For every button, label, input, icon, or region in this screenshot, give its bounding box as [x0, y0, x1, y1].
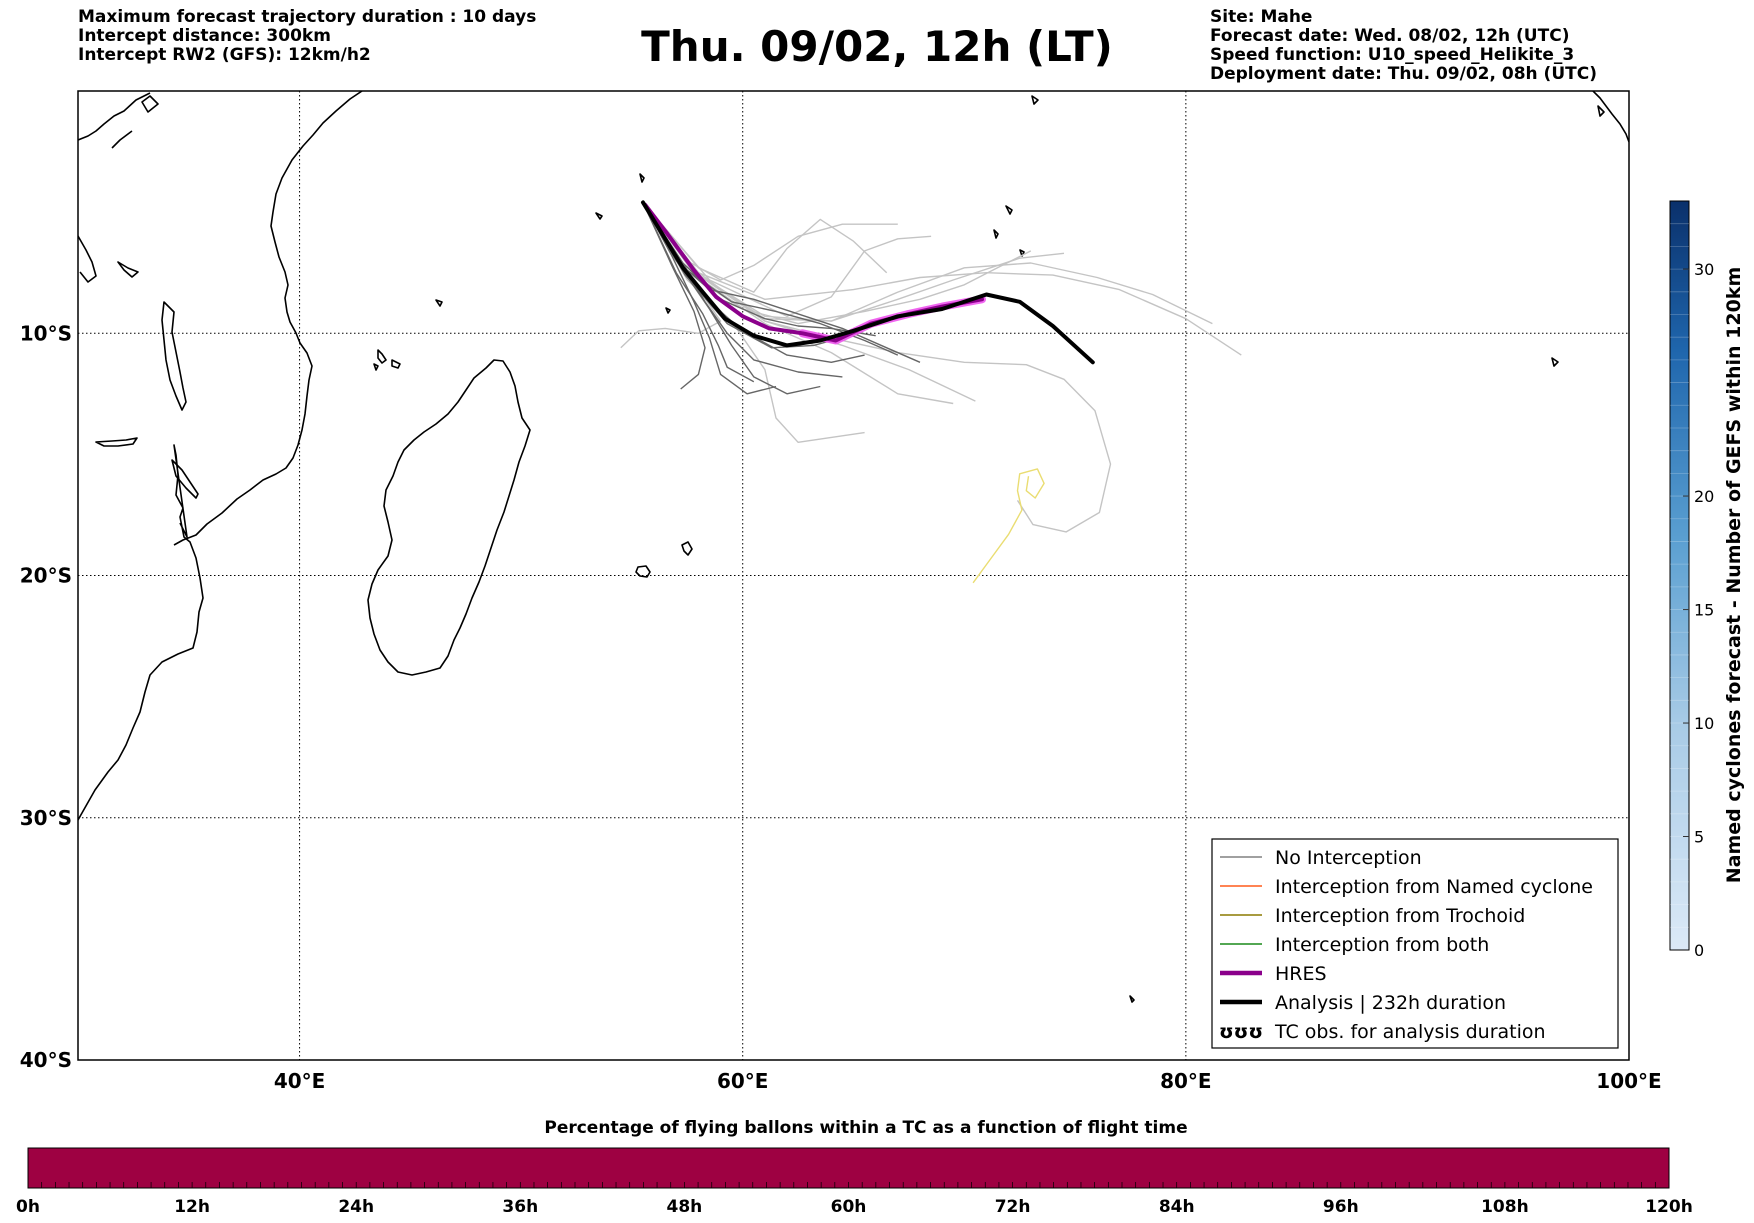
- cyclone-colorbar: Named cyclones forecast - Number of GEFS…: [1669, 200, 1745, 960]
- flight-time-tick-label: 84h: [1159, 1197, 1195, 1217]
- cyclone-colorbar-tick-label: 0: [1694, 941, 1704, 960]
- flight-time-tick-label: 0h: [16, 1197, 40, 1217]
- legend-label: TC obs. for analysis duration: [1274, 1021, 1546, 1043]
- page-title: Thu. 09/02, 12h (LT): [641, 22, 1113, 71]
- cyclone-colorbar-tick-label: 15: [1694, 601, 1714, 620]
- analysis-line: [641, 200, 1095, 365]
- island-small-4: [665, 307, 671, 314]
- flight-time-tick-label: 12h: [174, 1197, 210, 1217]
- flight-time-tick-label: 72h: [995, 1197, 1031, 1217]
- site-label: Site: Mahe: [1210, 7, 1313, 27]
- cyclone-colorbar-tick-label: 30: [1694, 260, 1714, 279]
- flight-time-tick-label: 36h: [502, 1197, 538, 1217]
- lon-tick-label: 40°E: [274, 1069, 326, 1093]
- trochoid-trajectory: [972, 468, 1045, 584]
- ensemble-trajectory-light: [642, 201, 1242, 356]
- lat-tick-label: 20°S: [20, 564, 72, 588]
- lake-outline-2: [117, 261, 139, 278]
- island-chagos-2: [993, 229, 999, 239]
- speed-function-label: Speed function: U10_speed_Helikite_3: [1210, 45, 1575, 65]
- legend-tc-obs-symbol: ʊʊʊ: [1219, 1021, 1263, 1043]
- island-small-7: [1129, 995, 1135, 1003]
- island-chagos-1: [1005, 205, 1013, 215]
- analysis-trajectory: [641, 200, 1095, 365]
- sumatra-coastline: [1592, 91, 1629, 143]
- coastlines: [78, 91, 1629, 1003]
- ensemble-trajectory-dark: [642, 202, 706, 390]
- island-small-3: [435, 299, 443, 307]
- island-small-8: [1597, 105, 1605, 117]
- lon-tick-label: 100°E: [1596, 1069, 1661, 1093]
- flight-time-colorbar: Percentage of flying ballons within a TC…: [16, 1118, 1693, 1217]
- lat-tick-label: 40°S: [20, 1048, 72, 1072]
- lake-outline-3: [161, 301, 187, 411]
- island-comoros-2: [391, 359, 401, 369]
- legend: No Interception Interception from Named c…: [1211, 838, 1619, 1049]
- island-seychelles: [639, 173, 645, 183]
- legend-box: [1211, 838, 1619, 1049]
- cyclone-colorbar-title: Named cyclones forecast - Number of GEFS…: [1723, 267, 1745, 884]
- flight-time-tick-label: 108h: [1481, 1197, 1529, 1217]
- flight-time-colorbar-fill: [27, 1147, 1670, 1189]
- lake-outline-1: [78, 235, 97, 283]
- madagascar-coastline: [367, 359, 531, 676]
- flight-time-tick-label: 24h: [338, 1197, 374, 1217]
- trochoid-track: [972, 468, 1045, 584]
- lat-tick-label: 30°S: [20, 806, 72, 830]
- flight-time-tick-label: 96h: [1323, 1197, 1359, 1217]
- forecast-date-label: Forecast date: Wed. 08/02, 12h (UTC): [1210, 26, 1570, 46]
- legend-label: Interception from both: [1275, 934, 1489, 956]
- lat-tick-label: 10°S: [20, 321, 72, 345]
- cyclone-colorbar-tick-label: 10: [1694, 714, 1714, 733]
- cyclone-colorbar-tick-label: 20: [1694, 487, 1714, 506]
- deployment-date-label: Deployment date: Thu. 09/02, 08h (UTC): [1210, 64, 1597, 84]
- graticule: [78, 91, 1629, 1060]
- legend-label: HRES: [1275, 963, 1327, 985]
- island-mauritius: [681, 541, 693, 556]
- island-comoros: [377, 349, 387, 364]
- flight-time-colorbar-title: Percentage of flying ballons within a TC…: [544, 1118, 1187, 1138]
- lon-tick-label: 80°E: [1160, 1069, 1212, 1093]
- ensemble-trajectory-light: [642, 201, 1065, 322]
- legend-label: Interception from Trochoid: [1275, 905, 1525, 927]
- latitude-tick-labels: 10°S 20°S 30°S 40°S: [20, 321, 72, 1072]
- ensemble-trajectory-dark: [642, 202, 777, 395]
- cyclone-colorbar-fill: [1669, 200, 1690, 951]
- africa-coastline-north: [78, 92, 159, 149]
- header-left-info: Maximum forecast trajectory duration : 1…: [78, 8, 536, 65]
- longitude-tick-labels: 40°E 60°E 80°E 100°E: [274, 1069, 1662, 1093]
- island-chagos-3: [1019, 249, 1025, 257]
- island-small-5: [1031, 95, 1039, 105]
- lake-outline-4: [95, 437, 138, 447]
- lon-tick-label: 60°E: [717, 1069, 769, 1093]
- ensemble-trajectory-dark: [642, 202, 755, 383]
- island-reunion: [635, 565, 651, 578]
- legend-label: Interception from Named cyclone: [1275, 876, 1593, 898]
- island-small-6: [1551, 357, 1559, 367]
- ensemble-trajectory-dark: [642, 202, 876, 337]
- max-duration-label: Maximum forecast trajectory duration : 1…: [78, 7, 537, 27]
- island-small-2: [595, 212, 603, 220]
- flight-time-tick-label: 60h: [831, 1197, 867, 1217]
- africa-coastline: [78, 91, 363, 821]
- intercept-rw2-label: Intercept RW2 (GFS): 12km/h2: [78, 45, 371, 65]
- flight-time-tick-label: 120h: [1645, 1197, 1693, 1217]
- map-frame: [77, 90, 1630, 1061]
- legend-label: Analysis | 232h duration: [1275, 992, 1506, 1014]
- lake-outline-5: [171, 459, 199, 499]
- island-small-1: [373, 363, 379, 371]
- cyclone-colorbar-tick-label: 5: [1694, 828, 1704, 847]
- intercept-distance-label: Intercept distance: 300km: [78, 26, 331, 46]
- flight-time-tick-label: 48h: [667, 1197, 703, 1217]
- legend-label: No Interception: [1275, 847, 1422, 869]
- header-right-info: Site: Mahe Forecast date: Wed. 08/02, 12…: [1210, 8, 1597, 84]
- ensemble-trajectory-light: [642, 201, 1032, 325]
